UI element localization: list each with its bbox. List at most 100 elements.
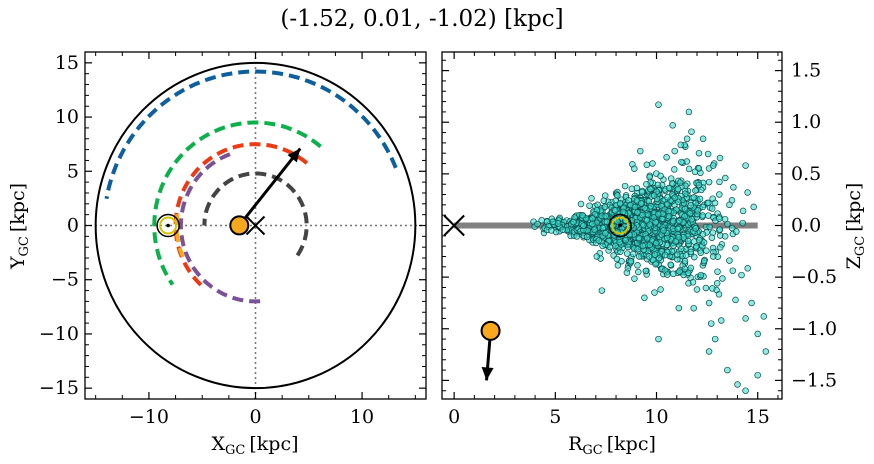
star-point — [714, 268, 721, 275]
right-x-tick-label: 15 — [746, 406, 770, 428]
star-point — [647, 185, 654, 193]
star-point — [689, 279, 697, 286]
star-point — [703, 247, 710, 254]
right-x-tick-label: 5 — [549, 406, 561, 428]
star-point — [707, 320, 715, 327]
right-x-tick-label: 10 — [644, 406, 668, 428]
star-point — [716, 215, 723, 222]
star-point — [716, 191, 723, 198]
left-galactic-center-marker — [245, 215, 266, 236]
star-point — [589, 220, 596, 228]
star-point — [664, 194, 671, 201]
star-point — [708, 205, 716, 212]
star-point — [754, 330, 761, 338]
star-point — [647, 203, 654, 210]
star-point — [716, 226, 724, 233]
star-point — [600, 197, 608, 204]
star-point — [697, 271, 705, 279]
star-point — [738, 271, 745, 279]
star-point — [732, 244, 739, 252]
star-point — [678, 158, 685, 166]
star-point — [732, 296, 739, 304]
star-point — [742, 162, 749, 169]
star-point — [726, 201, 733, 209]
star-point — [706, 223, 713, 231]
star-point — [612, 242, 619, 250]
star-point — [728, 224, 736, 232]
star-point — [685, 165, 693, 173]
star-point — [589, 215, 596, 222]
star-point — [639, 242, 647, 250]
star-point — [616, 238, 623, 246]
star-point — [695, 149, 703, 157]
star-point — [570, 218, 577, 226]
star-point — [686, 210, 694, 217]
star-point — [694, 207, 701, 214]
right-y-tick-label: 0.0 — [791, 215, 821, 237]
star-point — [742, 315, 749, 322]
star-point — [660, 227, 667, 234]
star-point — [664, 271, 671, 278]
star-point — [631, 203, 639, 211]
star-point — [655, 335, 662, 343]
left-y-axis-label: YGC[kpc] — [7, 183, 32, 270]
star-point — [637, 200, 645, 207]
star-point — [602, 212, 610, 220]
star-point — [697, 249, 704, 256]
star-point — [643, 180, 650, 188]
star-point — [726, 257, 733, 264]
star-point — [671, 166, 678, 173]
star-point — [692, 187, 699, 194]
star-point — [762, 348, 770, 355]
star-point — [699, 231, 707, 238]
star-point — [621, 182, 629, 190]
star-point — [681, 258, 689, 265]
star-point — [635, 268, 642, 276]
right-y-tick-label: 1.5 — [791, 60, 821, 82]
star-point — [598, 287, 606, 294]
star-point — [611, 207, 619, 214]
figure-title: (-1.52, 0.01, -1.02) [kpc] — [280, 6, 563, 32]
star-point — [654, 181, 662, 189]
star-point — [678, 245, 685, 253]
star-point — [583, 233, 591, 241]
right-y-tick-label: −1.5 — [791, 369, 837, 391]
star-point — [579, 212, 586, 219]
star-point — [667, 261, 674, 268]
star-point — [657, 286, 664, 293]
star-point — [716, 178, 723, 186]
star-point — [687, 202, 694, 209]
star-point — [649, 160, 656, 167]
star-point — [538, 216, 545, 224]
star-point — [549, 218, 557, 226]
star-point — [711, 199, 719, 207]
star-point — [623, 269, 631, 276]
star-point — [699, 212, 706, 219]
star-point — [642, 267, 650, 275]
star-point — [663, 234, 671, 242]
right-y-tick-label: 1.0 — [791, 111, 821, 133]
star-point — [718, 317, 725, 324]
star-point — [724, 366, 731, 374]
star-point — [651, 289, 658, 296]
star-point — [586, 202, 593, 209]
star-point — [573, 233, 581, 240]
left-velocity-arrow-shaft — [238, 147, 302, 227]
star-point — [641, 294, 648, 302]
right-velocity-arrow-head — [481, 366, 494, 381]
left-y-tick-label: −10 — [39, 323, 79, 345]
star-point — [733, 228, 740, 235]
star-point — [692, 225, 699, 232]
star-point — [729, 267, 737, 274]
star-point — [681, 265, 689, 273]
star-point — [674, 225, 682, 233]
star-point — [708, 234, 716, 241]
star-point — [631, 165, 638, 172]
star-point — [614, 262, 622, 269]
star-point — [716, 154, 724, 162]
spiral-arm-4 — [152, 120, 322, 286]
star-point — [711, 335, 719, 343]
star-point — [670, 270, 677, 278]
left-y-tick-label: −15 — [39, 377, 79, 399]
star-point — [654, 211, 662, 218]
